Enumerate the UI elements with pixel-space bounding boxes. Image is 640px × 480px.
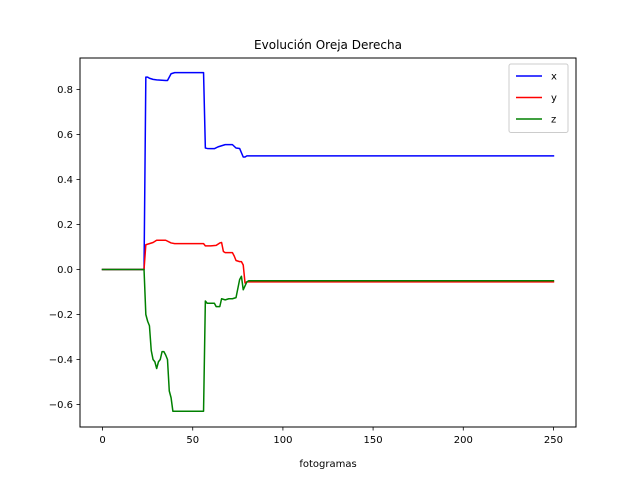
legend-label-z: z — [551, 115, 556, 126]
series-line-y — [101, 239, 555, 284]
x-tick-label: 100 — [273, 435, 292, 446]
x-tick-label: 50 — [186, 435, 199, 446]
x-axis-label: fotogramas — [299, 459, 356, 470]
y-axis-ticks: −0.6 −0.4 −0.2 0.0 0.2 0.4 0.6 0.8 — [49, 85, 80, 411]
legend: xyz — [508, 63, 569, 133]
series-layer — [101, 71, 555, 412]
y-tick-label: 0.0 — [57, 265, 73, 276]
y-tick-label: 0.6 — [57, 130, 73, 141]
x-tick-label: 200 — [454, 435, 473, 446]
y-tick-label: −0.6 — [49, 400, 73, 411]
series-line-z — [101, 268, 555, 412]
x-tick-label: 150 — [364, 435, 383, 446]
y-tick-label: 0.2 — [57, 220, 73, 231]
chart-title: Evolución Oreja Derecha — [254, 38, 402, 52]
y-tick-label: −0.4 — [49, 355, 73, 366]
plot-frame — [79, 57, 577, 428]
y-tick-label: 0.4 — [57, 175, 73, 186]
legend-label-y: y — [551, 93, 557, 104]
series-line-x — [101, 71, 555, 271]
x-axis-ticks: 0 50 100 150 200 250 — [99, 427, 563, 446]
legend-label-x: x — [551, 72, 557, 83]
x-tick-label: 0 — [99, 435, 105, 446]
y-tick-label: −0.2 — [49, 310, 73, 321]
y-tick-label: 0.8 — [57, 85, 73, 96]
x-tick-label: 250 — [544, 435, 563, 446]
